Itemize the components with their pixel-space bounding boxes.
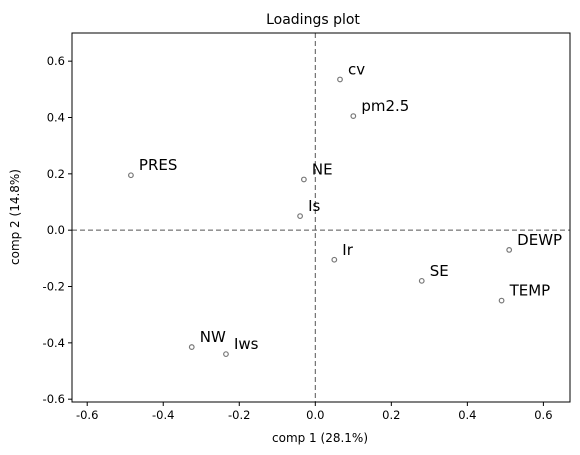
x-tick-label: 0.4	[458, 408, 476, 422]
data-point	[337, 76, 343, 83]
data-point	[506, 246, 513, 253]
point-label: TEMP	[509, 282, 551, 300]
data-point	[331, 256, 338, 263]
y-tick-label: -0.4	[43, 336, 65, 350]
x-tick-label: 0.0	[306, 408, 324, 422]
x-tick-label: 0.2	[382, 408, 400, 422]
point-label: Is	[308, 197, 320, 215]
chart-title: Loadings plot	[266, 12, 360, 28]
point-label: cv	[348, 60, 365, 78]
point-label: NW	[200, 328, 226, 346]
plot-area-frame	[71, 32, 571, 403]
data-point	[498, 297, 505, 304]
x-axis-label: comp 1 (28.1%)	[272, 431, 368, 445]
y-tick-label: 0.6	[47, 54, 65, 68]
point-label: NE	[312, 160, 333, 178]
point-label: PRES	[139, 156, 177, 174]
data-point	[128, 172, 134, 179]
x-tick-label: 0.6	[534, 408, 552, 422]
data-point	[418, 277, 425, 284]
point-label: pm2.5	[361, 97, 409, 115]
y-tick-label: -0.6	[43, 392, 65, 406]
point-label: Iws	[234, 335, 259, 353]
point-label: Ir	[342, 241, 353, 259]
y-axis-label: comp 2 (14.8%)	[8, 169, 22, 265]
y-tick-label: 0.2	[47, 167, 65, 181]
x-tick-label: -0.4	[152, 408, 174, 422]
point-label: SE	[430, 262, 449, 280]
data-point	[297, 213, 303, 219]
point-label: DEWP	[517, 231, 562, 249]
y-tick-label: 0.4	[47, 111, 65, 125]
x-tick-label: -0.6	[76, 408, 98, 422]
data-point	[223, 351, 229, 358]
data-point	[350, 113, 357, 119]
y-tick-label: 0.0	[47, 223, 65, 237]
data-point	[300, 176, 307, 183]
data-point	[188, 344, 195, 350]
x-tick-label: -0.2	[228, 408, 250, 422]
y-tick-label: -0.2	[43, 280, 65, 294]
